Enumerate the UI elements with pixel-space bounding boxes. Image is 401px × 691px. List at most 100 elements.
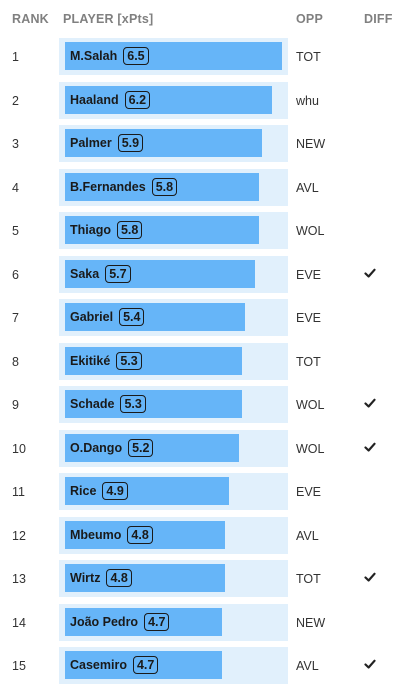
player-name[interactable]: João Pedro [70, 614, 139, 629]
xpts-bar [65, 303, 246, 331]
xpts-badge: 5.8 [116, 221, 143, 239]
xpts-bar-track: B.Fernandes 5.8 [59, 168, 288, 206]
xpts-badge: 5.2 [128, 438, 154, 457]
table-row[interactable]: 9 Schade 5.3 WOL [0, 384, 401, 428]
player-name[interactable]: Saka [70, 266, 100, 281]
opponent-cell: EVE [296, 267, 322, 282]
rank-cell: 3 [12, 137, 19, 151]
opponent-cell: AVL [296, 528, 319, 543]
table-row[interactable]: 14 João Pedro 4.7 NEW [0, 602, 401, 646]
xpts-bar-track: Thiago 5.8 [59, 212, 288, 249]
xpts-bar [65, 259, 256, 288]
table-row[interactable]: 11 Rice 4.9 EVE [0, 471, 401, 515]
player-label: Ekitiké 5.3 [70, 350, 142, 372]
table-row[interactable]: 3 Palmer 5.9 NEW [0, 123, 401, 167]
opponent-cell: AVL [296, 659, 319, 673]
player-label: Rice 4.9 [70, 480, 128, 502]
player-label: Mbeumo 4.8 [70, 524, 153, 546]
table-row[interactable]: 6 Saka 5.7 EVE [0, 254, 401, 298]
rank-cell: 10 [12, 441, 26, 456]
rank-cell: 5 [12, 224, 19, 238]
rank-cell: 12 [12, 528, 26, 543]
opponent-cell: TOT [296, 354, 321, 369]
xpts-badge: 6.2 [124, 90, 151, 109]
rank-cell: 6 [12, 267, 19, 282]
player-name[interactable]: Wirtz [70, 571, 101, 585]
table-row[interactable]: 1 M.Salah 6.5 TOT [0, 36, 401, 80]
rank-cell: 9 [12, 398, 19, 412]
opponent-cell: EVE [296, 485, 322, 499]
checkmark-icon [364, 571, 376, 583]
rank-cell: 1 [12, 50, 19, 64]
rank-cell: 4 [12, 180, 19, 195]
xpts-bar-track: O.Dango 5.2 [59, 429, 288, 467]
player-name[interactable]: Rice [70, 484, 97, 498]
xpts-bar [65, 520, 226, 549]
xpts-bar-track: Gabriel 5.4 [59, 299, 288, 336]
player-header: PLAYER [xPts] [63, 12, 154, 26]
table-row[interactable]: 8 Ekitiké 5.3 TOT [0, 341, 401, 385]
xpts-bar [65, 564, 226, 592]
xpts-bar [65, 607, 222, 636]
opponent-cell: EVE [296, 311, 322, 325]
xpts-bar-track: João Pedro 4.7 [59, 603, 288, 641]
xpts-badge: 5.3 [116, 351, 142, 370]
table-row[interactable]: 4 B.Fernandes 5.8 AVL [0, 167, 401, 211]
opponent-cell: NEW [296, 615, 326, 630]
opponent-cell: AVL [296, 180, 319, 195]
player-label: Saka 5.7 [70, 263, 131, 285]
xpts-badge: 6.5 [123, 47, 149, 65]
player-name[interactable]: Thiago [70, 223, 111, 237]
player-name[interactable]: Haaland [70, 92, 119, 107]
player-name[interactable]: Schade [70, 397, 115, 411]
table-row[interactable]: 2 Haaland 6.2 whu [0, 80, 401, 124]
player-label: Casemiro 4.7 [70, 654, 159, 676]
xpts-bar [65, 433, 239, 462]
xpts-badge: 4.8 [106, 569, 132, 587]
player-name[interactable]: Palmer [70, 136, 112, 150]
checkmark-icon [364, 441, 376, 453]
xpts-bar [65, 216, 259, 244]
player-label: Thiago 5.8 [70, 219, 143, 241]
table-header: RANK PLAYER [xPts] OPP DIFF [0, 0, 401, 36]
opponent-cell: TOT [296, 572, 321, 586]
player-label: M.Salah 6.5 [70, 45, 149, 67]
xpts-bar-track: Ekitiké 5.3 [59, 342, 288, 380]
xpts-badge: 5.9 [117, 134, 144, 152]
player-label: Wirtz 4.8 [70, 567, 132, 589]
opponent-cell: NEW [296, 137, 326, 151]
rank-cell: 14 [12, 615, 26, 630]
player-name[interactable]: M.Salah [70, 49, 118, 63]
xpts-bar [65, 129, 262, 157]
xpts-badge: 4.7 [144, 612, 170, 631]
xpts-bar-track: Haaland 6.2 [59, 81, 288, 119]
player-name[interactable]: Gabriel [70, 310, 114, 324]
opponent-cell: WOL [296, 441, 325, 456]
player-name[interactable]: O.Dango [70, 440, 123, 455]
xpts-badge: 5.7 [105, 264, 131, 283]
xpts-bar [65, 651, 222, 679]
player-label: Gabriel 5.4 [70, 306, 145, 328]
table-row[interactable]: 15 Casemiro 4.7 AVL [0, 645, 401, 689]
table-row[interactable]: 13 Wirtz 4.8 TOT [0, 558, 401, 602]
table-row[interactable]: 10 O.Dango 5.2 WOL [0, 428, 401, 472]
player-label: Haaland 6.2 [70, 89, 151, 111]
player-name[interactable]: Ekitiké [70, 353, 111, 368]
xpts-bar [65, 42, 282, 70]
table-row[interactable]: 5 Thiago 5.8 WOL [0, 210, 401, 254]
table-row[interactable]: 7 Gabriel 5.4 EVE [0, 297, 401, 341]
player-label: João Pedro 4.7 [70, 611, 170, 633]
xpts-bar-track: Palmer 5.9 [59, 125, 288, 162]
xpts-bar-track: M.Salah 6.5 [59, 38, 288, 75]
player-name[interactable]: Mbeumo [70, 527, 122, 542]
opponent-cell: WOL [296, 224, 325, 238]
player-name[interactable]: B.Fernandes [70, 179, 146, 194]
checkmark-icon [364, 658, 376, 670]
xpts-bar-track: Schade 5.3 [59, 386, 288, 423]
table-row[interactable]: 12 Mbeumo 4.8 AVL [0, 515, 401, 559]
xpts-bar [65, 172, 259, 201]
player-label: Palmer 5.9 [70, 132, 144, 154]
player-name[interactable]: Casemiro [70, 658, 127, 672]
opponent-cell: TOT [296, 50, 321, 64]
xpts-bar-track: Wirtz 4.8 [59, 560, 288, 597]
